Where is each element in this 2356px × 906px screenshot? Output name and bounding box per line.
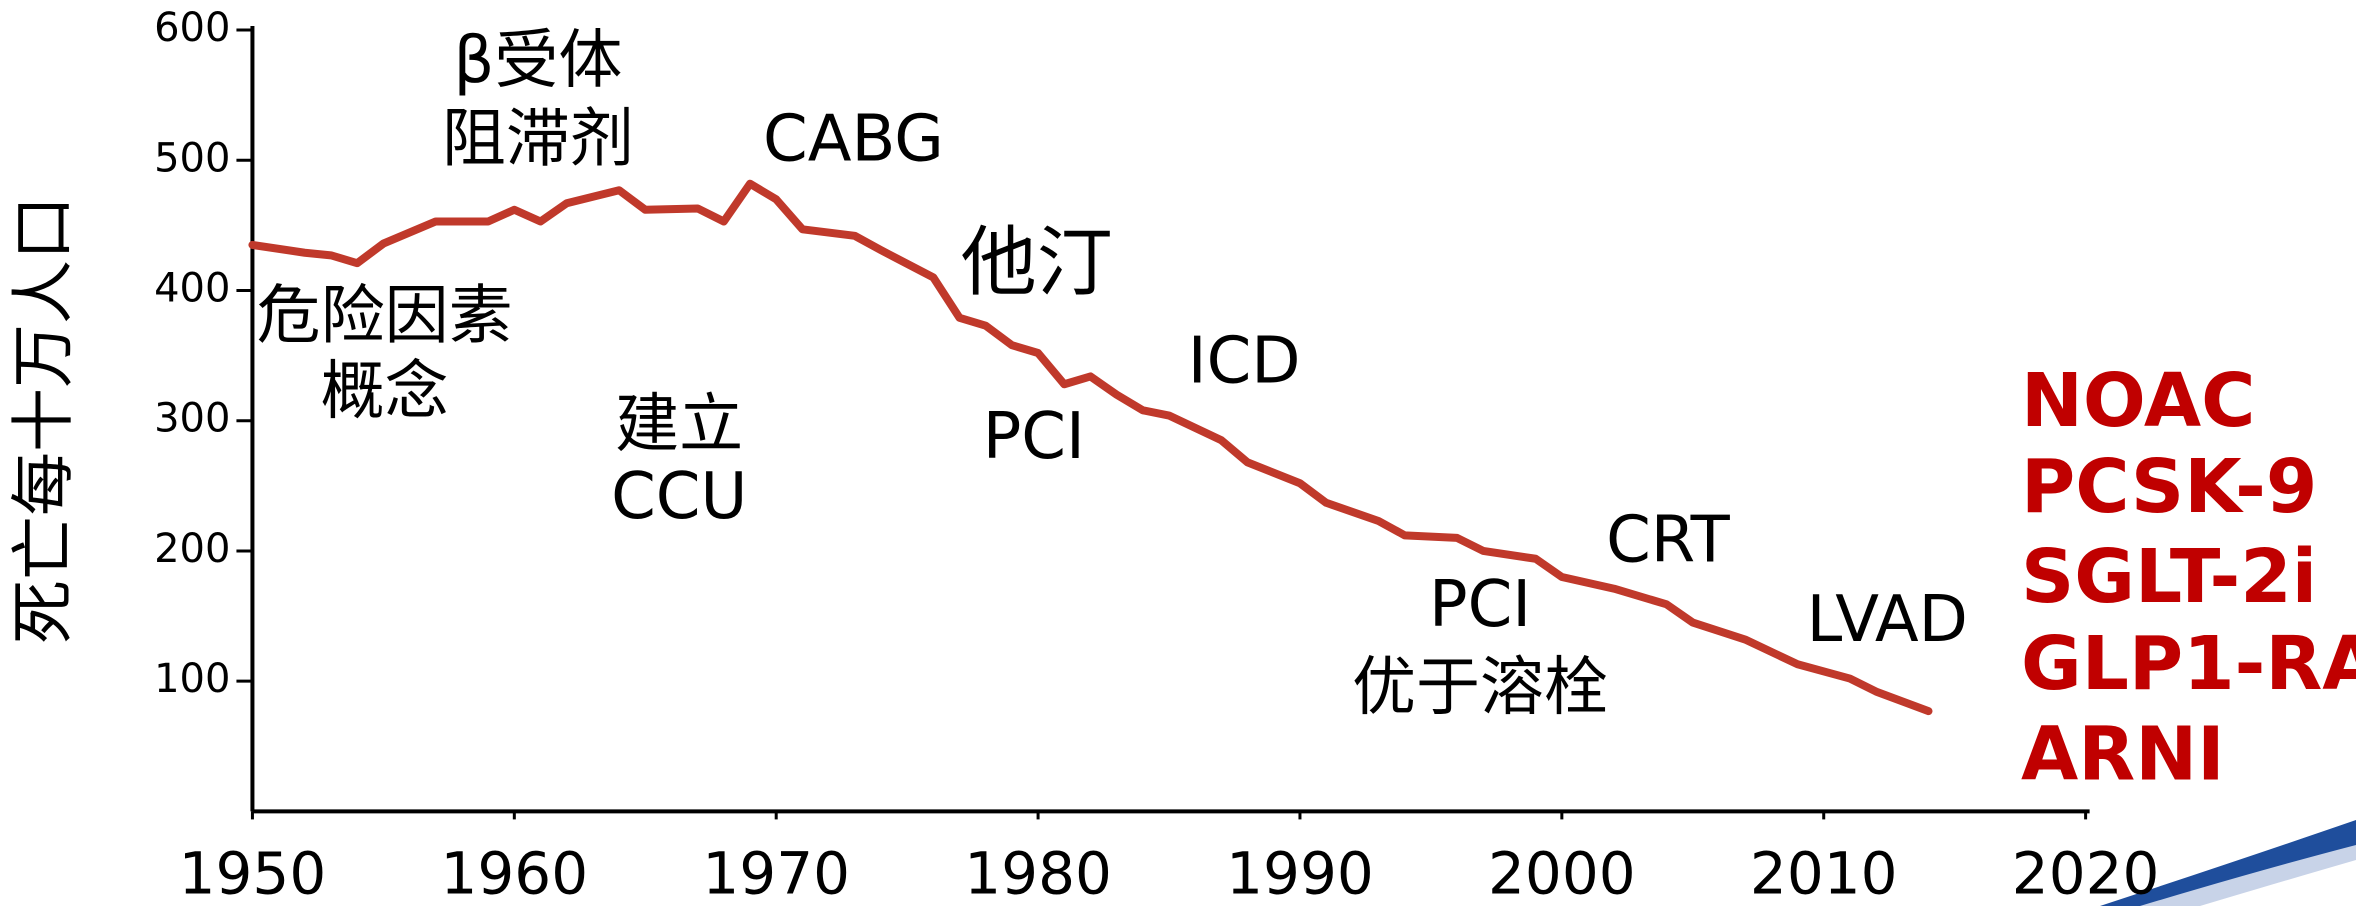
annotation: 危险因素	[257, 280, 513, 354]
x-tick-label: 2020	[2012, 840, 2160, 906]
annotation: 阻滞剂	[442, 102, 634, 176]
annotation: CRT	[1606, 504, 1731, 578]
annotation: LVAD	[1807, 583, 1968, 657]
annotation: 优于溶栓	[1352, 651, 1608, 725]
y-tick-label: 600	[154, 5, 230, 51]
annotation: CCU	[611, 460, 747, 534]
x-tick-label: 1950	[179, 840, 327, 906]
x-tick-label: 1970	[702, 840, 850, 906]
highlight: SGLT-2i	[2021, 534, 2317, 620]
x-tick-label: 2010	[1750, 840, 1898, 906]
y-tick-label: 400	[154, 266, 230, 312]
highlight: ARNI	[2021, 711, 2225, 797]
y-tick-label: 100	[154, 656, 230, 702]
decoration	[2140, 845, 2356, 906]
y-tick-label: 300	[154, 396, 230, 442]
annotation: 他汀	[961, 217, 1113, 306]
annotation: ICD	[1188, 325, 1301, 399]
x-tick-label: 1960	[441, 840, 589, 906]
line	[248, 179, 1933, 716]
annotation: CABG	[763, 102, 944, 176]
highlight: GLP1-RA	[2021, 621, 2356, 707]
y-tick-label: 200	[154, 526, 230, 572]
y-tick-label: 500	[154, 135, 230, 181]
annotation: 建立	[615, 388, 743, 462]
x-tick-label: 1980	[964, 840, 1112, 906]
highlight: NOAC	[2021, 358, 2255, 444]
x-tick-label: 1990	[1226, 840, 1374, 906]
highlight: PCSK-9	[2021, 444, 2317, 530]
annotation: 概念	[321, 355, 449, 429]
annotation: PCI	[1429, 568, 1531, 642]
y-axis-label: 死亡每十万人口	[8, 196, 82, 644]
annotation: PCI	[983, 400, 1085, 474]
x-tick-label: 2000	[1488, 840, 1636, 906]
annotation: β受体	[454, 24, 623, 98]
